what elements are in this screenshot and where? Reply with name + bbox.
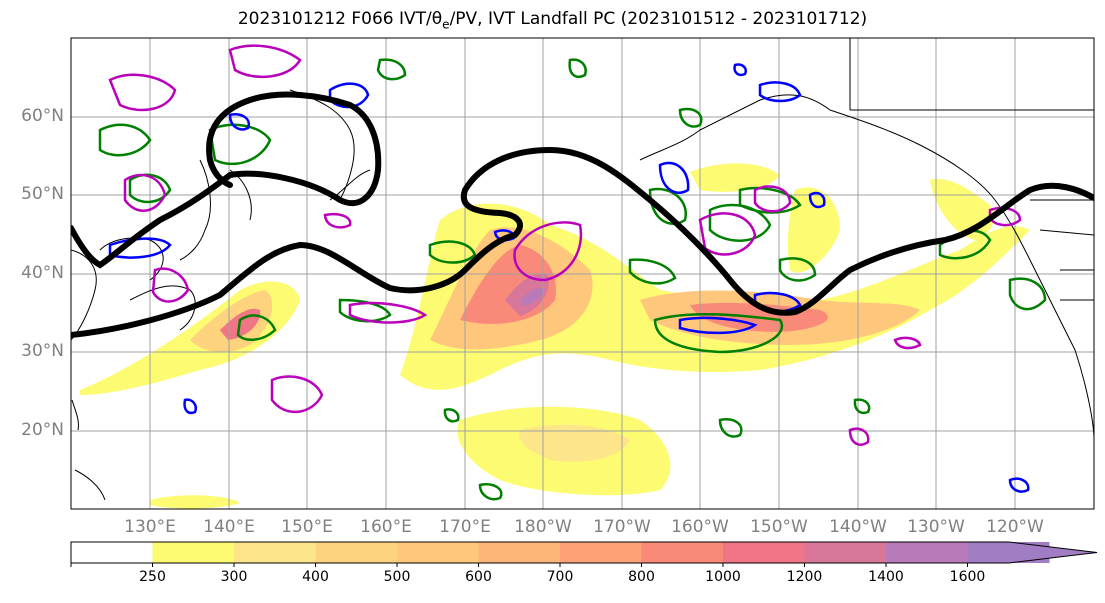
colorbar-outline [70, 541, 1098, 564]
lat-label-30n: 30°N [21, 341, 64, 361]
lon-label-170e: 170°E [439, 517, 491, 537]
lon-label-150w: 150°W [750, 517, 808, 537]
theta-e-contours [98, 58, 1047, 501]
colorbar-tick-label: 300 [220, 569, 248, 585]
lon-label-160w: 160°W [671, 517, 729, 537]
lon-label-160e: 160°E [360, 517, 412, 537]
colorbar-tick-label: 250 [139, 569, 166, 585]
lon-label-170w: 170°W [593, 517, 651, 537]
lat-label-60n: 60°N [21, 106, 64, 126]
colorbar-tick-label: 1400 [868, 569, 904, 585]
jet-lines [71, 91, 1094, 338]
colorbar-tick-label: 1000 [705, 569, 741, 585]
lon-label-120w: 120°W [986, 517, 1044, 537]
lon-label-130w: 130°W [907, 517, 965, 537]
lon-label-130e: 130°E [124, 517, 176, 537]
colorbar-segment [397, 542, 479, 563]
coastlines [71, 38, 1094, 501]
map-title: 2023101212 F066 IVT/θe/PV, IVT Landfall … [237, 9, 868, 32]
colorbar-segment [71, 542, 153, 563]
pv-contours [108, 44, 1022, 446]
colorbar-segment [152, 542, 235, 563]
colorbar-tick-label: 1600 [949, 569, 986, 585]
colorbar-tick-label: 600 [465, 569, 492, 585]
colorbar-segment [560, 542, 642, 563]
colorbar-segment [234, 542, 316, 563]
lon-label-140e: 140°E [203, 517, 255, 537]
colorbar-tick-label: 700 [546, 569, 574, 585]
lat-label-50n: 50°N [21, 184, 64, 204]
graticule [71, 38, 1094, 509]
colorbar-segment [804, 542, 887, 563]
colorbar-tick-label: 800 [628, 569, 655, 585]
colorbar-segment [315, 542, 398, 563]
colorbar-segment [641, 542, 724, 563]
colorbar-segment [478, 542, 561, 563]
colorbar-extend-arrow [1009, 542, 1097, 563]
lon-label-180w: 180°W [514, 517, 572, 537]
lat-label-40n: 40°N [21, 263, 64, 283]
lon-label-140w: 140°W [829, 517, 887, 537]
colorbar-segment [723, 542, 805, 563]
colorbar [70, 541, 1098, 567]
colorbar-segment [886, 542, 968, 563]
colorbar-tick-label: 1200 [786, 569, 823, 585]
lon-label-150e: 150°E [281, 517, 333, 537]
lat-label-20n: 20°N [21, 420, 64, 440]
colorbar-tick-label: 400 [302, 569, 329, 585]
colorbar-tick-label: 500 [383, 569, 411, 585]
